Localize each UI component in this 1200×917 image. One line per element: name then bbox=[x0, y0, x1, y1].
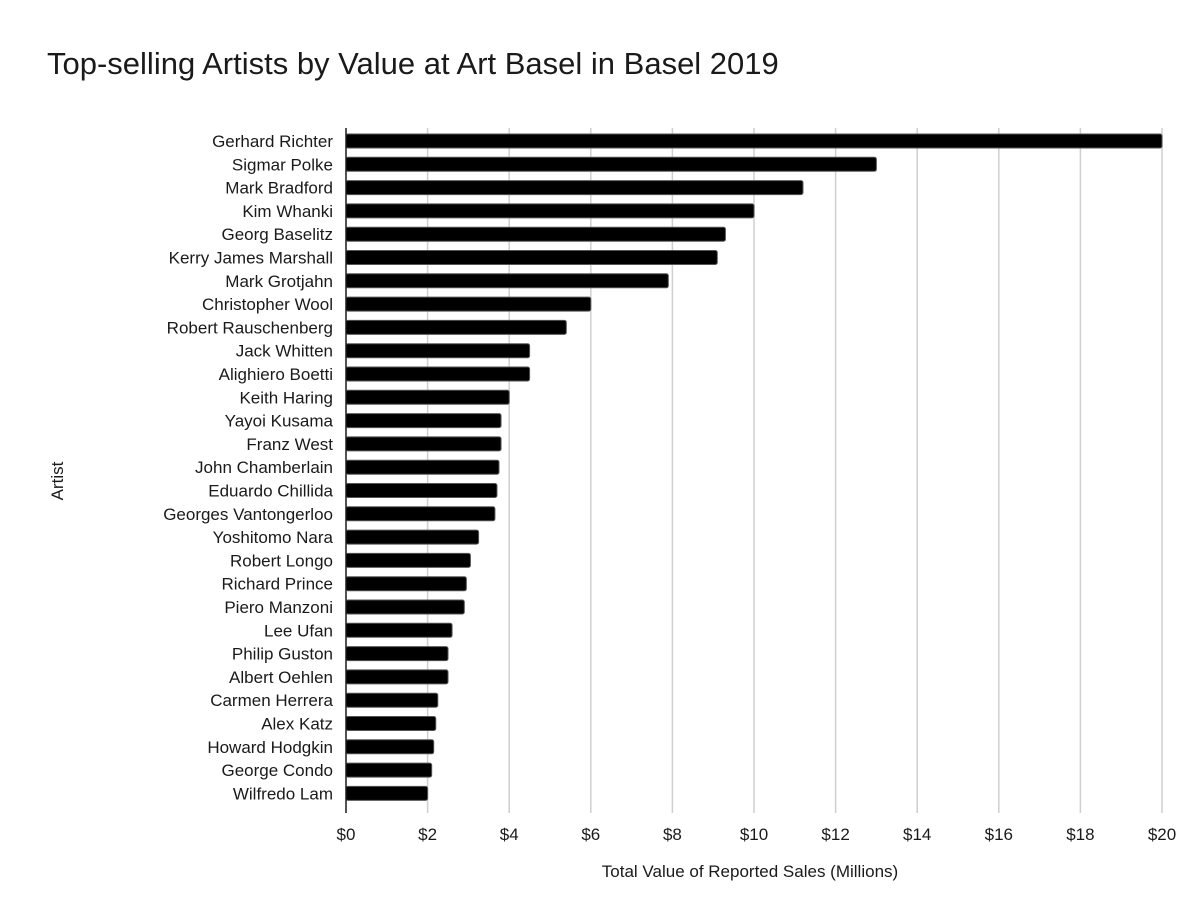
category-label: Mark Bradford bbox=[225, 179, 333, 198]
category-label: Piero Manzoni bbox=[224, 598, 333, 617]
x-tick-label: $14 bbox=[903, 825, 931, 844]
bar-kerry-james-marshall bbox=[345, 250, 718, 265]
category-label: Georges Vantongerloo bbox=[163, 505, 333, 524]
x-tick-label: $18 bbox=[1066, 825, 1094, 844]
category-label: Mark Grotjahn bbox=[225, 272, 333, 291]
bar-robert-rauschenberg bbox=[345, 319, 567, 335]
bar-sigmar-polke bbox=[345, 156, 877, 172]
category-label: Alex Katz bbox=[261, 715, 333, 734]
category-label: Franz West bbox=[246, 435, 333, 454]
bar-alighiero-boetti bbox=[345, 366, 531, 382]
category-label: Christopher Wool bbox=[202, 295, 333, 314]
bar-richard-prince bbox=[345, 576, 467, 592]
category-label: Eduardo Chillida bbox=[208, 482, 333, 501]
bar-yayoi-kusama bbox=[345, 413, 502, 429]
bar-george-condo bbox=[345, 762, 433, 778]
category-label: Philip Guston bbox=[232, 645, 333, 664]
bar-georg-baselitz bbox=[345, 226, 726, 242]
x-tick-label: $10 bbox=[740, 825, 768, 844]
category-label: Keith Haring bbox=[239, 388, 333, 407]
category-label: Sigmar Polke bbox=[232, 155, 333, 174]
x-tick-label: $6 bbox=[581, 825, 600, 844]
category-label: Kerry James Marshall bbox=[169, 249, 333, 268]
category-label: Lee Ufan bbox=[264, 621, 333, 640]
x-tick-label: $8 bbox=[663, 825, 682, 844]
x-tick-label: $12 bbox=[821, 825, 849, 844]
bar-piero-manzoni bbox=[345, 599, 465, 615]
bar-john-chamberlain bbox=[345, 459, 500, 475]
bar-philip-guston bbox=[345, 646, 449, 662]
category-label: Yoshitomo Nara bbox=[213, 528, 334, 547]
bar-wilfredo-lam bbox=[345, 785, 429, 801]
bar-gerhard-richter bbox=[345, 133, 1163, 149]
bar-georges-vantongerloo bbox=[345, 506, 496, 522]
category-label: Robert Rauschenberg bbox=[167, 318, 333, 337]
x-axis-label: Total Value of Reported Sales (Millions) bbox=[601, 862, 899, 881]
x-tick-label: $20 bbox=[1148, 825, 1176, 844]
category-labels: Gerhard Richter Sigmar Polke Mark Bradford… bbox=[163, 132, 333, 803]
x-tick-label: $4 bbox=[500, 825, 519, 844]
x-tick-labels: $0 $2 $4 $6 $8 $10 $12 $14 $16 $18 $20 bbox=[337, 825, 1177, 844]
category-label: Georg Baselitz bbox=[222, 225, 334, 244]
category-label: Alighiero Boetti bbox=[219, 365, 333, 384]
category-label: John Chamberlain bbox=[195, 458, 333, 477]
bar-mark-grotjahn bbox=[345, 273, 669, 289]
category-label: Robert Longo bbox=[230, 551, 333, 570]
bar-mark-bradford bbox=[345, 180, 804, 196]
bar-lee-ufan bbox=[345, 622, 453, 638]
bar-albert-oehlen bbox=[345, 669, 449, 685]
chart-title: Top-selling Artists by Value at Art Base… bbox=[47, 46, 779, 81]
x-tick-label: $16 bbox=[985, 825, 1013, 844]
category-label: Albert Oehlen bbox=[229, 668, 333, 687]
category-label: Yayoi Kusama bbox=[225, 412, 334, 431]
bar-keith-haring bbox=[345, 389, 510, 405]
category-label: Carmen Herrera bbox=[210, 691, 333, 710]
bar-yoshitomo-nara bbox=[345, 529, 480, 545]
bar-christopher-wool bbox=[345, 296, 592, 312]
bar-jack-whitten bbox=[345, 343, 531, 359]
category-label: Wilfredo Lam bbox=[233, 784, 333, 803]
bar-howard-hodgkin bbox=[345, 739, 435, 755]
bar-kim-whanki bbox=[345, 203, 755, 219]
bar-robert-longo bbox=[345, 552, 471, 568]
bar-alex-katz bbox=[345, 716, 437, 731]
bar-carmen-herrera bbox=[345, 692, 439, 708]
x-tick-label: $2 bbox=[418, 825, 437, 844]
category-label: Gerhard Richter bbox=[212, 132, 333, 151]
category-label: Jack Whitten bbox=[236, 342, 333, 361]
category-label: Richard Prince bbox=[222, 575, 334, 594]
x-tick-label: $0 bbox=[337, 825, 356, 844]
category-label: Howard Hodgkin bbox=[207, 738, 333, 757]
bar-franz-west bbox=[345, 436, 502, 452]
category-label: Kim Whanki bbox=[242, 202, 333, 221]
bars bbox=[345, 133, 1163, 801]
bar-eduardo-chillida bbox=[345, 483, 498, 498]
category-label: George Condo bbox=[221, 761, 333, 780]
